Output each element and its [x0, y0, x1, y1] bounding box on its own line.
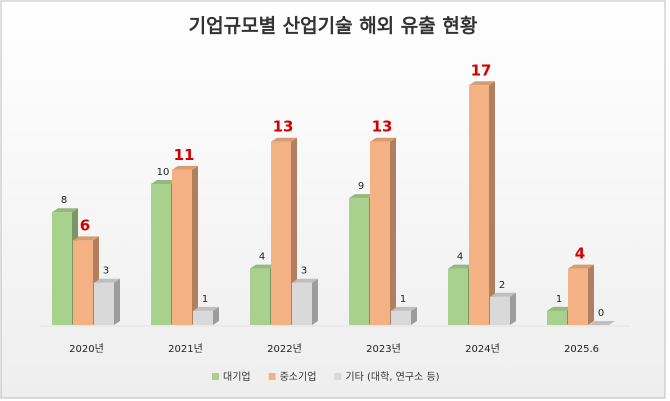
bar-front — [151, 184, 171, 325]
data-label: 2 — [499, 280, 505, 291]
data-label: 1 — [202, 294, 208, 305]
data-label: 17 — [471, 61, 492, 79]
bar-side — [291, 137, 297, 325]
bar-side — [213, 306, 219, 325]
bar-top — [250, 264, 276, 269]
data-label: 10 — [157, 167, 170, 178]
bar-top — [172, 165, 198, 170]
bar — [469, 81, 495, 325]
bar-side — [510, 292, 516, 325]
legend-swatch — [268, 373, 276, 380]
bar-front — [448, 268, 468, 325]
bar-front — [349, 198, 369, 325]
bar-top — [490, 292, 516, 297]
data-label: 1 — [556, 294, 562, 305]
bar-front — [547, 310, 567, 325]
bar — [94, 278, 120, 325]
legend-label: 중소기업 — [280, 370, 317, 383]
data-label: 13 — [273, 118, 294, 136]
data-label: 4 — [575, 245, 585, 263]
data-label: 3 — [103, 266, 109, 277]
bar-top — [292, 278, 318, 283]
x-tick-label: 2020년 — [69, 343, 104, 355]
bar-front — [94, 282, 114, 325]
bar-top — [94, 278, 120, 283]
bar-side — [312, 278, 318, 325]
bar-side — [192, 165, 198, 325]
data-label: 0 — [598, 308, 604, 319]
data-label: 13 — [372, 118, 393, 136]
x-tick-label: 2025.6 — [564, 344, 599, 355]
data-label: 9 — [358, 181, 364, 192]
bar — [292, 278, 318, 325]
legend-label: 기타 (대학, 연구소 등) — [345, 371, 439, 383]
data-label: 1 — [400, 294, 406, 305]
bar-top — [568, 264, 594, 269]
bar — [172, 165, 198, 325]
data-label: 8 — [61, 195, 67, 206]
bar-front — [469, 85, 489, 325]
legend: 대기업 중소기업 기타 (대학, 연구소 등) — [212, 370, 440, 383]
data-label: 3 — [301, 266, 307, 277]
data-label: 4 — [457, 252, 463, 263]
bar-front — [391, 310, 411, 325]
data-label: 6 — [80, 216, 90, 234]
x-tick-label: 2023년 — [366, 343, 401, 355]
bar — [193, 306, 219, 325]
bar-top — [370, 137, 396, 142]
bar-front — [271, 141, 291, 325]
bar-side — [489, 81, 495, 325]
bar — [589, 321, 615, 325]
chart-title: 기업규모별 산업기술 해외 유출 현황 — [189, 14, 478, 37]
bar-top — [52, 208, 78, 213]
bar — [568, 264, 594, 325]
bar-top — [73, 236, 99, 241]
x-tick-label: 2021년 — [168, 343, 203, 355]
bar — [370, 137, 396, 325]
bar-front — [490, 296, 510, 325]
bar-front — [370, 141, 390, 325]
bar — [490, 292, 516, 325]
x-axis: 2020년 2021년 2022년 2023년 2024년 2025.6 — [69, 343, 599, 355]
x-tick-label: 2022년 — [267, 343, 302, 355]
bar-top — [151, 180, 177, 184]
bar-front — [193, 310, 213, 325]
bar-top — [271, 137, 297, 142]
x-tick-label: 2024년 — [465, 343, 500, 355]
bar-top — [349, 194, 375, 199]
legend-swatch — [212, 373, 219, 380]
bar-top — [391, 306, 417, 311]
data-label: 11 — [174, 146, 195, 164]
bar-side — [588, 264, 594, 325]
bar-top — [589, 321, 615, 325]
data-label: 4 — [259, 252, 265, 263]
bar-top — [193, 306, 219, 311]
bar — [391, 306, 417, 325]
bar-front — [52, 212, 72, 325]
bar-top — [547, 306, 573, 311]
bar-top — [448, 264, 474, 269]
bar-side — [390, 137, 396, 325]
bar-side — [411, 306, 417, 325]
bar-front — [250, 268, 270, 325]
bar-side — [114, 278, 120, 325]
legend-label: 대기업 — [223, 370, 251, 383]
bar-top — [469, 81, 495, 86]
legend-swatch — [334, 373, 342, 380]
bar-front — [292, 282, 312, 325]
bar-front — [568, 268, 588, 325]
bar-front — [73, 240, 93, 325]
bar — [271, 137, 297, 325]
bar-front — [172, 169, 192, 325]
